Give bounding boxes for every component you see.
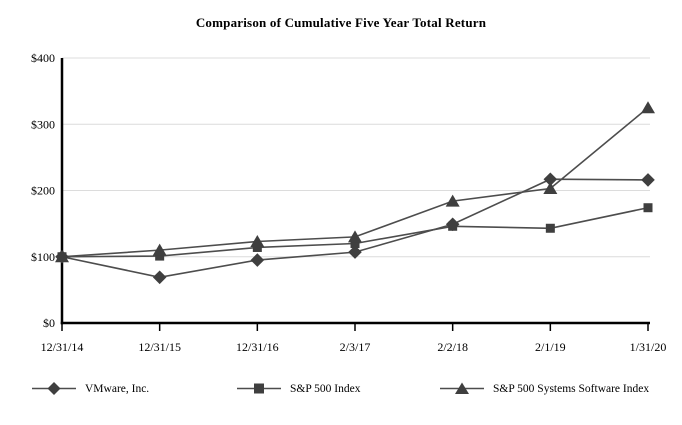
triangle-marker-icon [440,382,484,394]
diamond-marker-icon [32,382,76,395]
s-p-500-index-data-point-marker [252,242,262,252]
legend-label-vmware: VMware, Inc. [85,382,150,395]
s-p-500-systems-software-index-data-point-marker [152,243,167,256]
vmware-inc-data-point-marker [641,173,655,187]
square-marker-icon [237,383,281,394]
vmware-inc-data-point-marker [348,245,362,259]
chart-legend: VMware, Inc. S&P 500 Index S&P 500 Syste… [0,381,682,397]
x-axis-tick-label: 12/31/16 [236,340,279,354]
legend-item-vmware: VMware, Inc. [32,381,149,396]
vmware-inc-data-point-marker [250,253,265,267]
s-p-500-systems-software-index-data-point-marker [543,182,558,195]
x-axis-tick-label: 2/2/18 [437,340,468,354]
legend-item-sp500: S&P 500 Index [237,381,361,396]
s-p-500-index-data-point-marker [643,203,653,213]
y-axis-tick-label: $100 [31,250,55,264]
s-p-500-systems-software-index-data-point-marker [348,230,362,243]
vmware-inc-data-point-marker [152,270,167,285]
legend-label-sp500: S&P 500 Index [290,382,361,395]
x-axis-tick-label: 12/31/15 [138,340,181,354]
s-p-500-systems-software-index-data-point-marker [250,235,265,248]
y-axis-tick-label: $200 [31,184,55,198]
vmware-inc-data-point-marker [55,249,69,264]
vmware-inc-data-point-marker [543,172,558,187]
x-axis-tick-label: 1/31/20 [630,340,667,354]
s-p-500-index-data-point-marker [545,223,555,233]
s-p-500-index-data-point-marker [350,239,360,248]
s-p-500-systems-software-index-data-point-marker [641,101,655,114]
y-axis-tick-label: $0 [43,316,55,330]
y-axis-tick-label: $300 [31,117,55,131]
legend-item-sp500-systems-software: S&P 500 Systems Software Index [440,381,649,396]
x-axis-tick-label: 12/31/14 [41,340,84,354]
legend-label-sp500-systems-software: S&P 500 Systems Software Index [493,382,650,395]
vmware-inc-line [61,178,649,279]
s-p-500-index-data-point-marker [155,251,165,261]
vmware-inc-data-point-marker [445,217,460,232]
x-axis-tick-label: 2/1/19 [535,340,566,354]
y-axis-tick-label: $400 [31,51,55,65]
s-p-500-systems-software-index-data-point-marker [445,194,460,207]
chart-title: Comparison of Cumulative Five Year Total… [195,15,487,30]
x-axis-tick-label: 2/3/17 [340,340,371,354]
